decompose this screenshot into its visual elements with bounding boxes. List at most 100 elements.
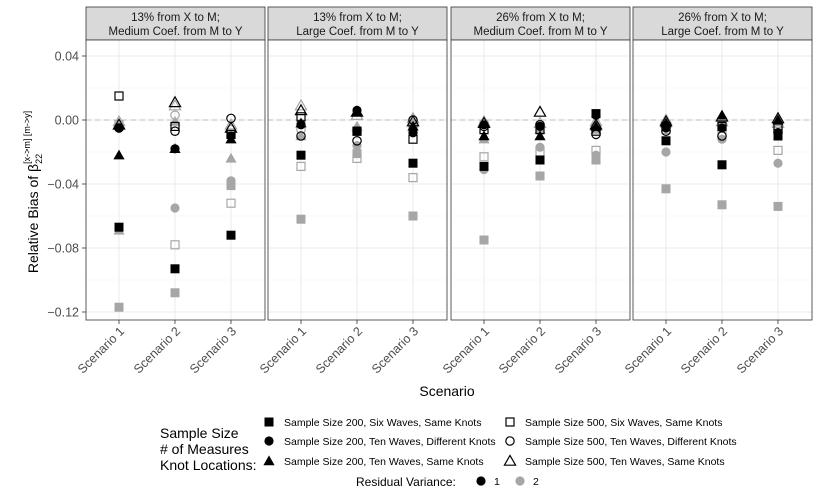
x-tick-label: Scenario 2 bbox=[678, 324, 730, 376]
data-point-n200_ten_same-var1-3 bbox=[772, 114, 784, 125]
panel-4: 26% from X to M; Large Coef. from M to Y S… bbox=[622, 6, 813, 376]
legend-key-n500_six_same bbox=[505, 417, 515, 427]
panel-1: 13% from X to M; Medium Coef. from M to Y… bbox=[75, 6, 266, 376]
x-tick-label: Scenario 2 bbox=[313, 324, 365, 376]
data-point-n200_ten_diff-var1-1 bbox=[479, 120, 489, 130]
panel-border bbox=[450, 39, 631, 321]
data-point-n200_six_same-var1-1 bbox=[296, 150, 306, 160]
data-point-n500_six_same-var2-1 bbox=[479, 152, 489, 162]
x-tick-label: Scenario 3 bbox=[734, 324, 786, 376]
legend-label-n200_six_same: Sample Size 200, Six Waves, Same Knots bbox=[284, 417, 481, 429]
data-point-n200_six_same-var1-3 bbox=[591, 109, 601, 119]
data-point-n200_ten_diff-var2-3 bbox=[773, 158, 783, 168]
data-point-n200_ten_diff-var1-2 bbox=[352, 105, 362, 115]
data-point-n200_six_same-var2-2 bbox=[170, 288, 180, 298]
data-point-n200_ten_diff-var1-2 bbox=[717, 123, 727, 133]
svg-text:Relative Bias of β22[x->m] [m-: Relative Bias of β22[x->m] [m->y] bbox=[22, 111, 44, 273]
legend-label-n500_ten_same: Sample Size 500, Ten Waves, Same Knots bbox=[525, 456, 725, 468]
data-point-n200_six_same-var1-1 bbox=[114, 222, 124, 232]
data-point-n500_six_same-var2-3 bbox=[773, 145, 783, 155]
legend-variance-label-2: 2 bbox=[533, 476, 539, 488]
legend-variance-title: Residual Variance: bbox=[356, 475, 456, 489]
legend-key-n200_six_same bbox=[264, 417, 274, 427]
data-point-n500_ten_same-var1-2 bbox=[168, 95, 182, 108]
x-tick-label: Scenario 1 bbox=[257, 324, 309, 376]
x-axis-title: Scenario bbox=[419, 383, 474, 399]
x-tick-label: Scenario 3 bbox=[552, 324, 604, 376]
data-point-n200_ten_diff-var1-1 bbox=[296, 120, 306, 130]
legend: Sample Size # of Measures Knot Locations… bbox=[160, 417, 737, 489]
data-point-n500_six_same-var2-1 bbox=[296, 161, 306, 171]
data-point-n500_six_same-var1-1 bbox=[114, 91, 124, 101]
legend-title-line-2: # of Measures bbox=[160, 441, 249, 457]
panel-border bbox=[632, 39, 813, 321]
data-point-n500_ten_same-var2-2 bbox=[168, 98, 182, 111]
legend-key-n200_ten_diff bbox=[264, 436, 274, 446]
data-point-n200_ten_same-var1-1 bbox=[478, 130, 490, 141]
data-point-n200_six_same-var1-2 bbox=[535, 155, 545, 165]
data-point-n200_six_same-var1-2 bbox=[717, 160, 727, 170]
data-point-n500_ten_same-var1-2 bbox=[533, 105, 547, 117]
data-point-n200_six_same-var2-3 bbox=[226, 181, 236, 191]
panel-strip bbox=[85, 6, 266, 41]
x-tick-label: Scenario 1 bbox=[75, 324, 127, 376]
panel-title-line-2: Large Coef. from M to Y bbox=[661, 26, 784, 38]
y-tick-label: −0.08 bbox=[47, 242, 79, 256]
data-point-n500_six_same-var2-3 bbox=[408, 173, 418, 183]
data-point-n200_ten_diff-var1-3 bbox=[408, 128, 418, 138]
y-tick-label: 0.04 bbox=[55, 50, 79, 64]
y-tick-label: −0.04 bbox=[47, 178, 79, 192]
legend-variance-key-2 bbox=[515, 476, 525, 486]
data-point-n200_six_same-var2-3 bbox=[408, 211, 418, 221]
y-axis-title-main: Relative Bias of β bbox=[25, 164, 41, 273]
panel-strip bbox=[632, 6, 813, 41]
legend-title-line-3: Knot Locations: bbox=[160, 457, 257, 473]
data-point-n200_ten_diff-var2-2 bbox=[535, 142, 545, 152]
data-point-n200_six_same-var1-2 bbox=[170, 264, 180, 274]
data-point-n200_ten_same-var1-2 bbox=[534, 130, 546, 141]
x-tick-label: Scenario 3 bbox=[369, 324, 421, 376]
panel-title-line-1: 26% from X to M; bbox=[496, 12, 585, 24]
data-point-n200_ten_diff-var1-3 bbox=[226, 131, 236, 141]
data-point-n200_ten_diff-var2-2 bbox=[352, 141, 362, 151]
data-point-n200_ten_same-var1-1 bbox=[113, 149, 125, 160]
data-point-n500_six_same-var2-2 bbox=[170, 240, 180, 250]
panel-title-line-2: Medium Coef. from M to Y bbox=[109, 26, 243, 38]
data-point-n200_ten_diff-var2-1 bbox=[661, 147, 671, 157]
data-point-n200_ten_diff-var1-1 bbox=[114, 123, 124, 133]
panels-layer: 13% from X to M; Medium Coef. from M to Y… bbox=[75, 6, 813, 376]
x-tick-label: Scenario 1 bbox=[440, 324, 492, 376]
x-tick-label: Scenario 2 bbox=[496, 324, 548, 376]
panel-title-line-1: 13% from X to M; bbox=[131, 12, 220, 24]
y-tick-label: 0.00 bbox=[55, 114, 79, 128]
data-point-n200_six_same-var2-1 bbox=[114, 302, 124, 312]
panel-border bbox=[85, 39, 266, 321]
y-axis-title: Relative Bias of β22[x->m] [m->y] bbox=[22, 111, 44, 273]
data-point-n500_ten_diff-var1-2 bbox=[352, 136, 362, 146]
data-point-n200_six_same-var2-1 bbox=[661, 184, 671, 194]
data-point-n200_ten_diff-var1-1 bbox=[661, 123, 671, 133]
x-tick-label: Scenario 1 bbox=[622, 324, 674, 376]
y-axis: 0.04 0.00 −0.04 −0.08 −0.12 bbox=[47, 50, 86, 320]
data-point-n200_six_same-var2-3 bbox=[773, 201, 783, 211]
panel-title-line-2: Medium Coef. from M to Y bbox=[474, 26, 608, 38]
data-point-n500_six_same-var1-2 bbox=[170, 121, 180, 132]
panel-strip bbox=[267, 6, 448, 41]
data-point-n200_ten_same-var2-3 bbox=[225, 152, 237, 163]
legend-key-n500_ten_diff bbox=[505, 436, 515, 446]
legend-key-n500_ten_same bbox=[503, 454, 517, 466]
data-point-n200_six_same-var1-1 bbox=[479, 161, 489, 171]
data-point-n500_ten_same-var2-3 bbox=[224, 117, 238, 130]
data-point-n200_ten_same-var2-2 bbox=[169, 116, 181, 126]
panel-title-line-1: 26% from X to M; bbox=[678, 12, 767, 24]
legend-label-n500_six_same: Sample Size 500, Six Waves, Same Knots bbox=[525, 417, 722, 429]
panel-2: 13% from X to M; Large Coef. from M to Y S… bbox=[257, 6, 448, 376]
data-point-n200_six_same-var2-2 bbox=[535, 171, 545, 181]
legend-variance-key-1 bbox=[476, 476, 486, 486]
legend-label-n200_ten_diff: Sample Size 200, Ten Waves, Different Kn… bbox=[284, 436, 496, 448]
data-point-n500_ten_diff-var1-1 bbox=[296, 131, 306, 141]
legend-title-line-1: Sample Size bbox=[160, 425, 239, 441]
panel-title-line-1: 13% from X to M; bbox=[313, 12, 402, 24]
data-point-n200_six_same-var2-3 bbox=[591, 155, 601, 165]
data-point-n200_six_same-var1-2 bbox=[352, 126, 362, 136]
